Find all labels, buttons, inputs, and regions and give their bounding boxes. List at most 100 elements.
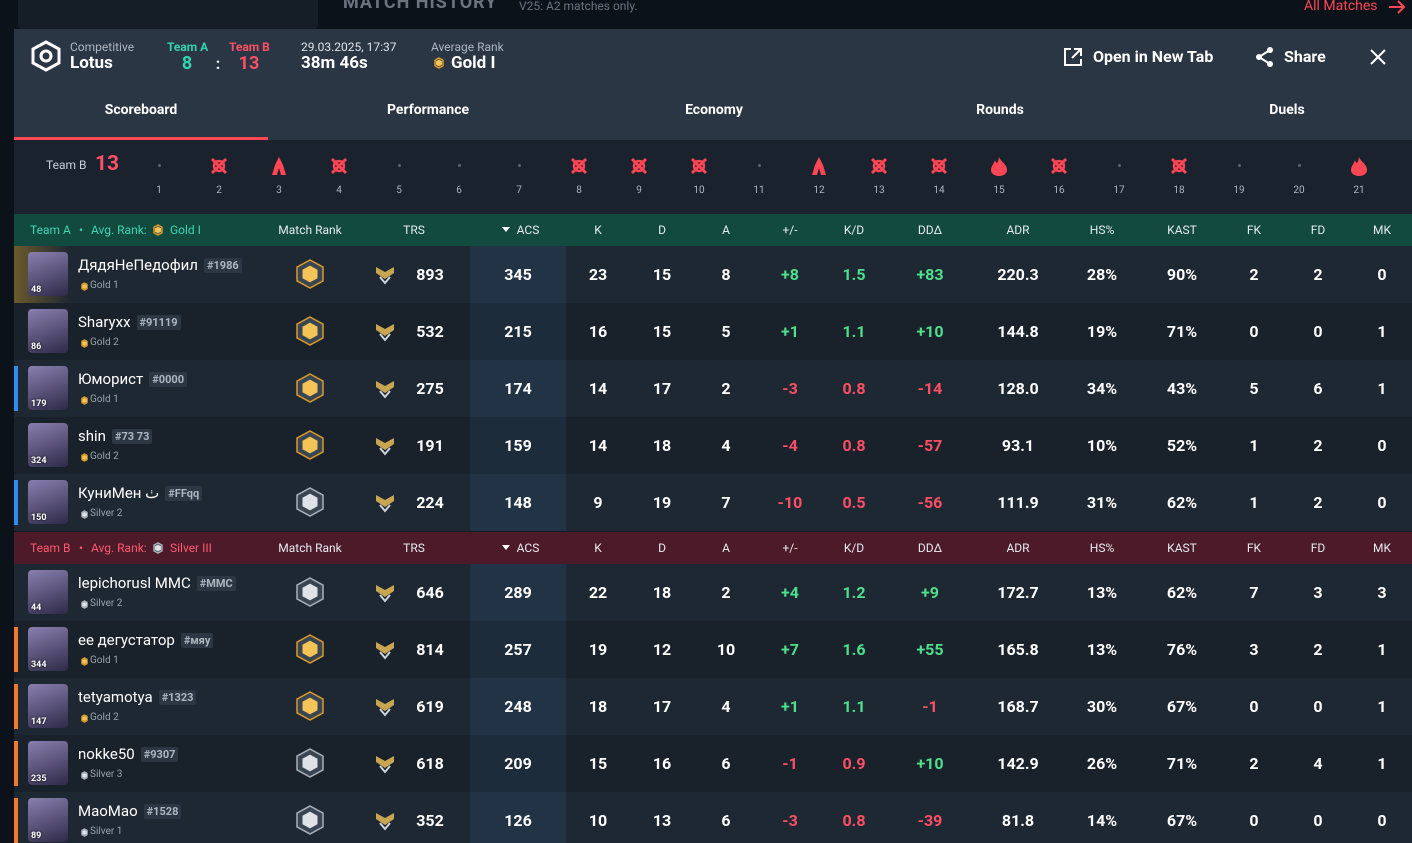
- stat-fk: 2: [1249, 754, 1259, 773]
- stat-fd: 2: [1313, 640, 1323, 659]
- stat-pm: +1: [781, 322, 799, 341]
- round-number: 7: [516, 185, 522, 196]
- stat-adr: 93.1: [1001, 436, 1035, 455]
- share[interactable]: Share: [1284, 47, 1326, 66]
- stat-pm: +1: [781, 697, 799, 716]
- acs-cell-bg: [470, 360, 566, 417]
- match-rank-icon: [296, 487, 324, 517]
- stat-a: 10: [716, 640, 736, 659]
- stat-kast: 90%: [1166, 265, 1198, 284]
- all-matches-arrow[interactable]: [1388, 0, 1406, 14]
- name-line: tetyamotya #1323: [78, 688, 197, 706]
- modal-header-bg: [14, 29, 1412, 140]
- tab[interactable]: Rounds: [976, 102, 1024, 118]
- match-rank-icon: [296, 634, 324, 664]
- player-row: [14, 678, 1412, 736]
- score-separator: :: [215, 54, 221, 73]
- stat-hs: 10%: [1086, 436, 1118, 455]
- avatar: [28, 423, 68, 467]
- close-icon[interactable]: [1370, 49, 1386, 65]
- stat-a: 2: [721, 379, 731, 398]
- stat-pm: -3: [782, 811, 798, 830]
- trs: 619: [416, 697, 444, 716]
- player-tag: #1323: [158, 689, 197, 705]
- stat-a: 8: [721, 265, 731, 284]
- party-bar: [14, 366, 18, 411]
- player-rank: Silver 2: [90, 598, 123, 609]
- player-rank: Gold 1: [90, 280, 119, 291]
- stat-k: 19: [588, 640, 608, 659]
- stat-fk: 1: [1249, 493, 1259, 512]
- name-line: MaoMao #1528: [78, 802, 182, 820]
- trs: 814: [416, 640, 444, 659]
- team-avg-rank-icon: [153, 224, 163, 236]
- player-rank-icon: [80, 770, 88, 780]
- round-end-icon: [570, 157, 588, 175]
- stat-kast: 43%: [1166, 379, 1198, 398]
- round-empty-dot: [458, 164, 461, 167]
- acs-cell-bg: [470, 735, 566, 792]
- acs: 174: [504, 379, 532, 398]
- trs: 352: [416, 811, 444, 830]
- stat-kast: 52%: [1166, 436, 1198, 455]
- player-tag: #9307: [140, 746, 179, 762]
- player-name: tetyamotya: [78, 688, 153, 706]
- player-rank-icon: [80, 713, 88, 723]
- stat-kd: 0.8: [842, 379, 866, 398]
- stat-fk: 5: [1249, 379, 1259, 398]
- trs-icon: [376, 756, 394, 774]
- column-header: FK: [1246, 223, 1262, 237]
- stat-a: 4: [721, 697, 731, 716]
- open-new-tab[interactable]: Open in New Tab: [1093, 47, 1214, 66]
- open-new-tab-icon[interactable]: [1063, 47, 1083, 67]
- player-row: [14, 246, 1412, 304]
- player-tag: #MMC: [196, 575, 236, 591]
- column-header: ADR: [1006, 541, 1030, 555]
- acs-cell-bg: [470, 474, 566, 531]
- party-bar: [14, 480, 18, 525]
- player-name: Юморист: [78, 370, 144, 388]
- stat-dd: -1: [922, 697, 938, 716]
- player-rank: Silver 3: [90, 769, 123, 780]
- player-tag: #1528: [143, 803, 182, 819]
- stat-mk: 1: [1377, 697, 1387, 716]
- stat-dd: -57: [917, 436, 943, 455]
- column-header: K/D: [843, 223, 865, 237]
- team-b-label: Team B: [229, 40, 270, 54]
- party-bar: [14, 741, 18, 786]
- tab[interactable]: Duels: [1269, 102, 1305, 118]
- round-number: 11: [753, 185, 765, 196]
- round-end-icon: [870, 157, 888, 175]
- player-row: [14, 303, 1412, 361]
- all-matches-link[interactable]: All Matches: [1304, 0, 1378, 14]
- match-rank-icon: [296, 805, 324, 835]
- round-number: 5: [396, 185, 402, 196]
- round-end-icon: [690, 157, 708, 175]
- stat-fd: 2: [1313, 493, 1323, 512]
- match-rank-icon: [296, 316, 324, 346]
- stat-kast: 67%: [1166, 697, 1198, 716]
- stat-adr: 220.3: [997, 265, 1039, 284]
- stat-adr: 168.7: [997, 697, 1039, 716]
- stat-hs: 19%: [1086, 322, 1118, 341]
- column-header: D: [658, 541, 666, 555]
- player-rank-icon: [80, 395, 88, 405]
- share-icon[interactable]: [1255, 46, 1275, 68]
- avatar: [28, 798, 68, 842]
- tab[interactable]: Economy: [685, 102, 743, 118]
- round-number: 18: [1173, 185, 1185, 196]
- avatar: [28, 252, 68, 296]
- match-rank-icon: [296, 691, 324, 721]
- round-number: 2: [216, 185, 222, 196]
- party-bar: [14, 684, 18, 729]
- tab[interactable]: Performance: [386, 102, 470, 118]
- stat-kast: 71%: [1166, 322, 1198, 341]
- column-header: FD: [1310, 541, 1326, 555]
- stat-mk: 1: [1377, 379, 1387, 398]
- stat-kast: 67%: [1166, 811, 1198, 830]
- team-header-bg: [14, 214, 1412, 246]
- team-name: Team A: [30, 223, 71, 237]
- stat-adr: 128.0: [997, 379, 1039, 398]
- round-number: 10: [693, 185, 705, 196]
- tab[interactable]: Scoreboard: [104, 102, 178, 118]
